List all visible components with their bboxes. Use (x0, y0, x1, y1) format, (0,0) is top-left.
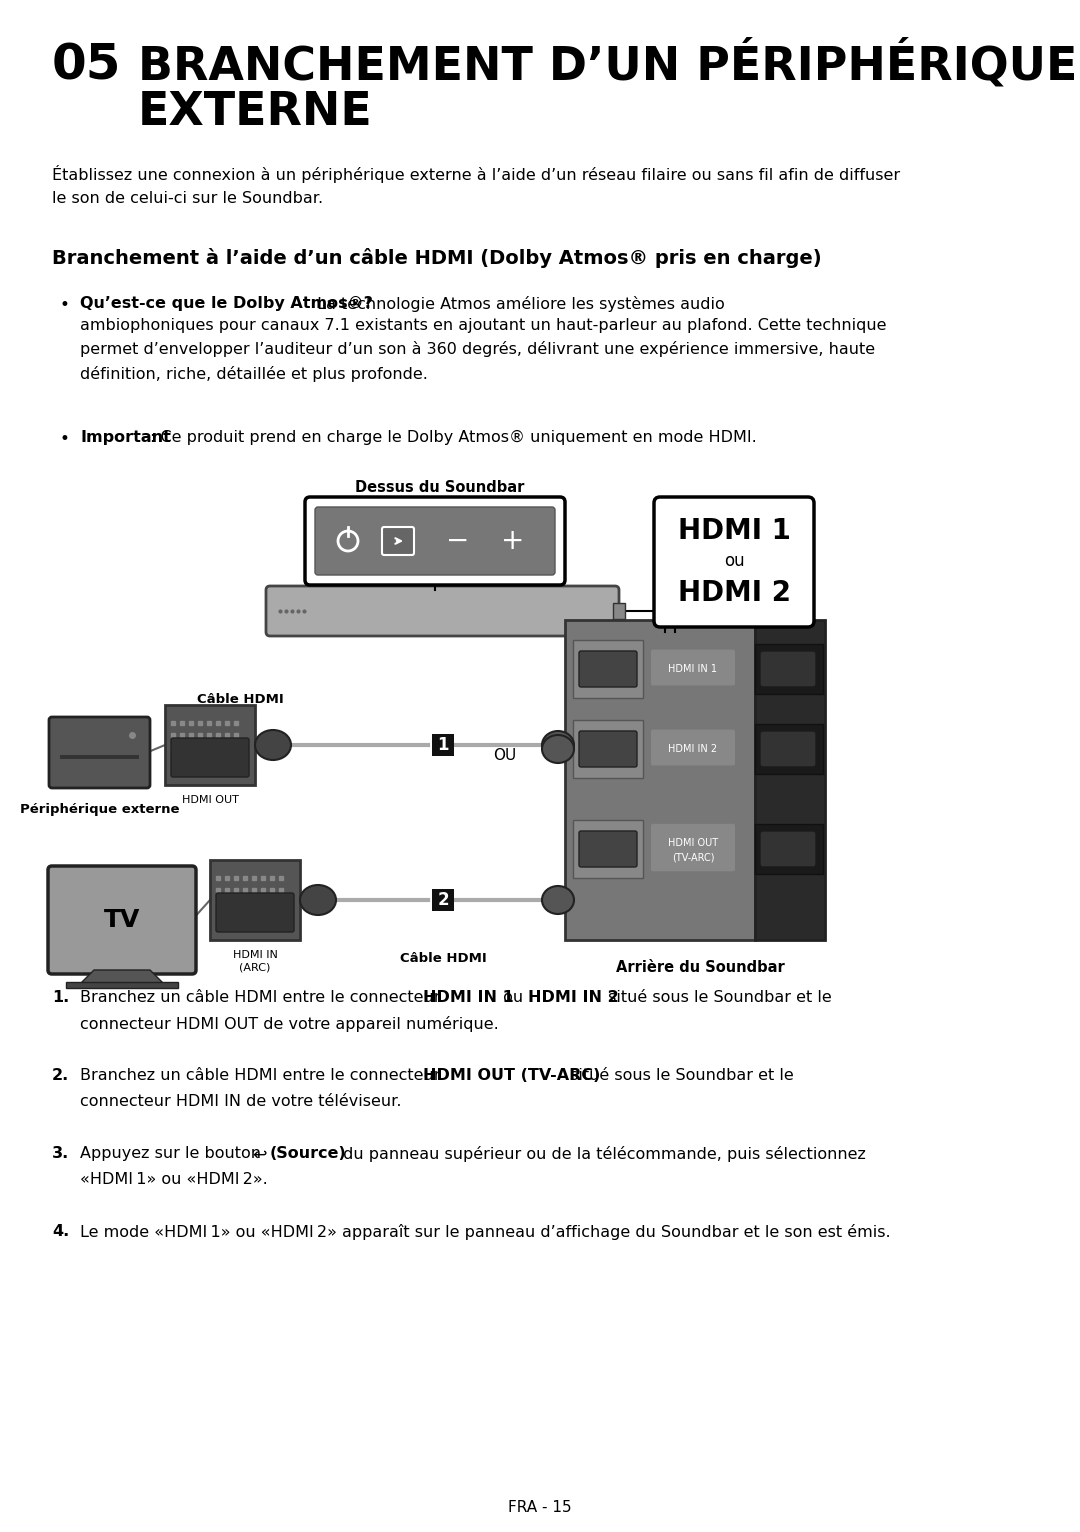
Text: HDMI OUT (TV-ARC): HDMI OUT (TV-ARC) (423, 1068, 600, 1083)
Text: (TV-ARC): (TV-ARC) (672, 853, 714, 863)
Bar (573, 720, 643, 778)
Ellipse shape (542, 885, 573, 915)
Text: OU: OU (494, 748, 516, 763)
Text: ambiophoniques pour canaux 7.1 existants en ajoutant un haut-parleur au plafond.: ambiophoniques pour canaux 7.1 existants… (80, 319, 887, 381)
Text: situé sous le Soundbar et le: situé sous le Soundbar et le (565, 1068, 794, 1083)
FancyBboxPatch shape (216, 893, 294, 931)
Text: «HDMI 1» ou «HDMI 2».: «HDMI 1» ou «HDMI 2». (80, 1172, 268, 1187)
FancyBboxPatch shape (49, 717, 150, 787)
FancyBboxPatch shape (305, 496, 565, 585)
FancyBboxPatch shape (761, 832, 815, 866)
Text: −: − (446, 527, 470, 555)
Text: Périphérique externe: Périphérique externe (19, 803, 179, 817)
Bar (66, 982, 178, 988)
FancyBboxPatch shape (382, 527, 414, 555)
FancyBboxPatch shape (315, 507, 555, 574)
FancyBboxPatch shape (171, 738, 249, 777)
FancyBboxPatch shape (761, 653, 815, 686)
FancyBboxPatch shape (651, 824, 735, 872)
Text: HDMI OUT: HDMI OUT (181, 795, 239, 804)
Text: ou: ou (498, 990, 528, 1005)
FancyBboxPatch shape (651, 650, 735, 685)
Text: 1.: 1. (52, 990, 69, 1005)
Text: 2.: 2. (52, 1068, 69, 1083)
Bar (432, 734, 454, 755)
Text: (Source): (Source) (270, 1146, 347, 1161)
Text: 1: 1 (437, 735, 449, 754)
Bar (165, 705, 255, 784)
Text: 05: 05 (52, 41, 121, 90)
Bar (755, 824, 823, 873)
Bar (210, 859, 300, 941)
Ellipse shape (300, 885, 336, 915)
Text: La technologie Atmos améliore les systèmes audio: La technologie Atmos améliore les systèm… (312, 296, 725, 313)
Text: 3.: 3. (52, 1146, 69, 1161)
FancyBboxPatch shape (654, 496, 814, 627)
Ellipse shape (255, 731, 291, 760)
Text: ↩: ↩ (252, 1146, 267, 1164)
Bar (573, 640, 643, 699)
FancyBboxPatch shape (761, 732, 815, 766)
Text: HDMI IN 1: HDMI IN 1 (423, 990, 514, 1005)
Text: ou: ou (724, 552, 744, 570)
Ellipse shape (542, 731, 573, 758)
Text: Câble HDMI: Câble HDMI (197, 692, 283, 706)
Bar (755, 620, 825, 941)
Ellipse shape (542, 735, 573, 763)
FancyBboxPatch shape (579, 731, 637, 768)
FancyBboxPatch shape (48, 866, 195, 974)
Bar (565, 620, 755, 941)
Bar (432, 889, 454, 912)
Text: Branchez un câble HDMI entre le connecteur: Branchez un câble HDMI entre le connecte… (80, 990, 446, 1005)
Text: 4.: 4. (52, 1224, 69, 1239)
Text: Le mode «HDMI 1» ou «HDMI 2» apparaît sur le panneau d’affichage du Soundbar et : Le mode «HDMI 1» ou «HDMI 2» apparaît su… (80, 1224, 891, 1239)
Text: Branchez un câble HDMI entre le connecteur: Branchez un câble HDMI entre le connecte… (80, 1068, 446, 1083)
Text: du panneau supérieur ou de la télécommande, puis sélectionnez: du panneau supérieur ou de la télécomman… (338, 1146, 866, 1161)
Text: HDMI IN 1: HDMI IN 1 (669, 663, 717, 674)
FancyBboxPatch shape (266, 587, 619, 636)
Text: HDMI 2: HDMI 2 (677, 579, 791, 607)
Text: Qu’est-ce que le Dolby Atmos®?: Qu’est-ce que le Dolby Atmos®? (80, 296, 373, 311)
Bar (613, 602, 625, 619)
FancyBboxPatch shape (579, 830, 637, 867)
Bar (573, 820, 643, 878)
Text: Important: Important (80, 430, 171, 444)
Bar (60, 755, 139, 758)
Text: connecteur HDMI OUT de votre appareil numérique.: connecteur HDMI OUT de votre appareil nu… (80, 1016, 499, 1033)
Text: BRANCHEMENT D’UN PÉRIPHÉRIQUE: BRANCHEMENT D’UN PÉRIPHÉRIQUE (138, 40, 1078, 89)
Text: : Ce produit prend en charge le Dolby Atmos® uniquement en mode HDMI.: : Ce produit prend en charge le Dolby At… (150, 430, 757, 444)
Text: Arrière du Soundbar: Arrière du Soundbar (616, 961, 784, 974)
Bar (755, 725, 823, 774)
Text: TV: TV (104, 908, 140, 931)
Text: FRA - 15: FRA - 15 (509, 1500, 571, 1515)
FancyBboxPatch shape (651, 729, 735, 766)
Text: Dessus du Soundbar: Dessus du Soundbar (355, 480, 525, 495)
Text: EXTERNE: EXTERNE (138, 90, 373, 135)
Text: HDMI IN 2: HDMI IN 2 (528, 990, 619, 1005)
FancyBboxPatch shape (579, 651, 637, 686)
Text: •: • (60, 430, 70, 447)
Text: Appuyez sur le bouton: Appuyez sur le bouton (80, 1146, 266, 1161)
Text: HDMI 1: HDMI 1 (677, 516, 791, 545)
Text: HDMI IN
(ARC): HDMI IN (ARC) (232, 950, 278, 973)
Text: situé sous le Soundbar et le: situé sous le Soundbar et le (603, 990, 832, 1005)
Text: Établissez une connexion à un périphérique externe à l’aide d’un réseau filaire : Établissez une connexion à un périphériq… (52, 165, 900, 205)
Text: HDMI IN 2: HDMI IN 2 (669, 745, 717, 754)
Text: Câble HDMI: Câble HDMI (400, 951, 486, 965)
Text: HDMI OUT: HDMI OUT (667, 838, 718, 849)
Bar (755, 643, 823, 694)
Text: •: • (60, 296, 70, 314)
Text: connecteur HDMI IN de votre téléviseur.: connecteur HDMI IN de votre téléviseur. (80, 1094, 402, 1109)
Text: +: + (501, 527, 525, 555)
Text: 2: 2 (437, 892, 449, 908)
Text: Branchement à l’aide d’un câble HDMI (Dolby Atmos® pris en charge): Branchement à l’aide d’un câble HDMI (Do… (52, 248, 822, 268)
Polygon shape (80, 970, 164, 984)
